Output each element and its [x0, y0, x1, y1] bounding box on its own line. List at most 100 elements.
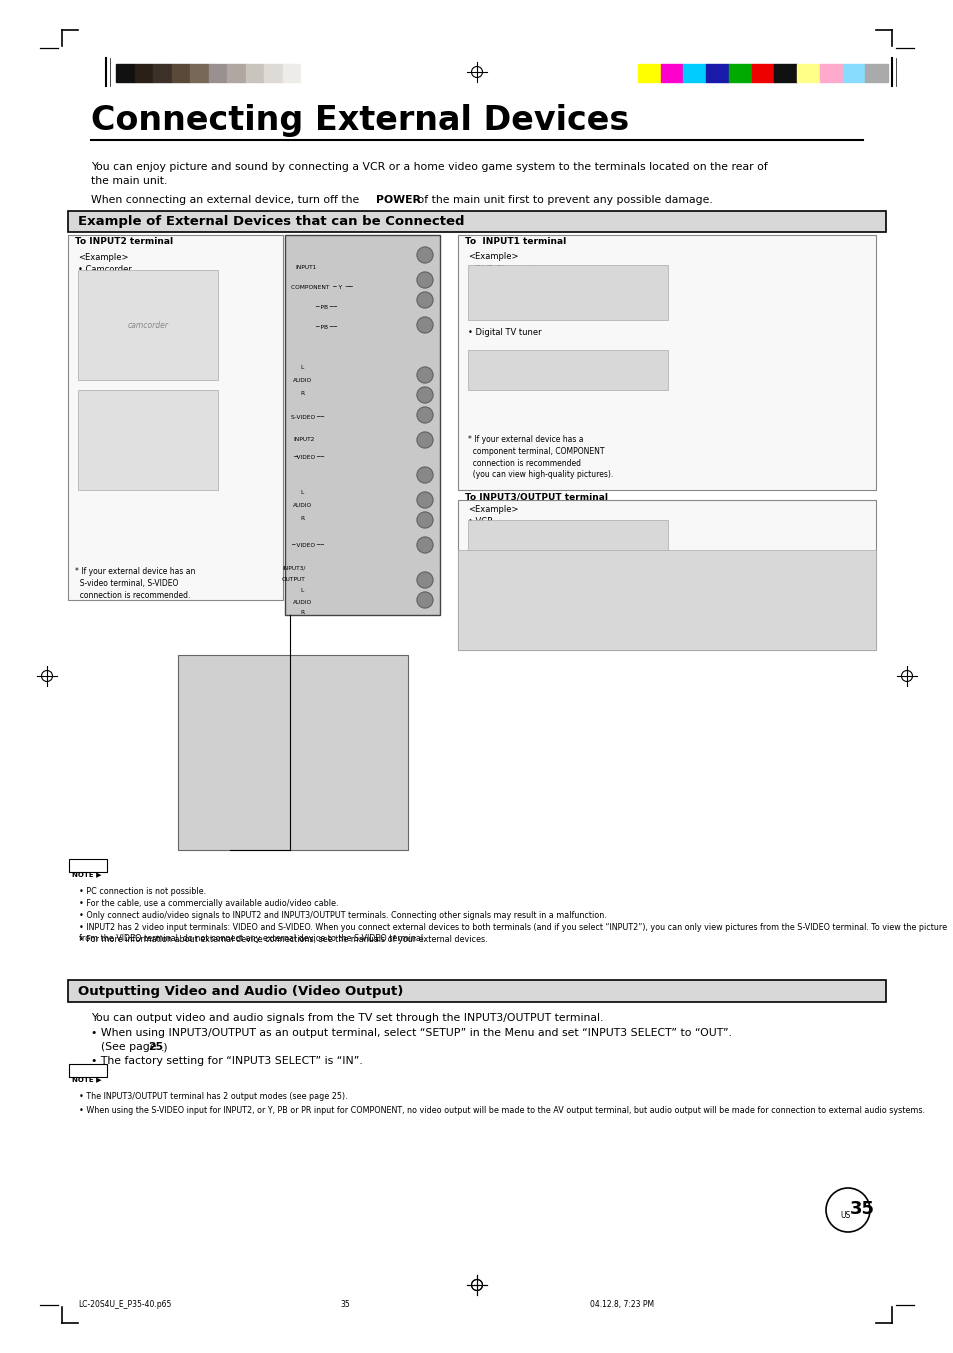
Bar	[457, 501, 875, 649]
Bar	[227, 64, 246, 83]
Bar	[468, 520, 667, 566]
Bar	[68, 980, 885, 1003]
Bar	[660, 64, 682, 83]
Bar	[69, 859, 107, 871]
Text: * If your external device has an
  S-video terminal, S-VIDEO
  connection is rec: * If your external device has an S-video…	[75, 567, 195, 599]
Text: 35: 35	[849, 1200, 874, 1218]
Text: You can enjoy picture and sound by connecting a VCR or a home video game system : You can enjoy picture and sound by conne…	[91, 162, 767, 185]
Text: INPUT1: INPUT1	[294, 265, 315, 271]
Text: You can output video and audio signals from the TV set through the INPUT3/OUTPUT: You can output video and audio signals f…	[91, 1013, 602, 1023]
Text: When connecting an external device, turn off the: When connecting an external device, turn…	[91, 195, 362, 206]
Bar	[68, 235, 283, 599]
Text: R: R	[299, 610, 304, 616]
Text: INPUT2: INPUT2	[293, 437, 314, 442]
Text: L: L	[299, 365, 303, 369]
Text: • Only connect audio/video signals to INPUT2 and INPUT3/OUTPUT terminals. Connec: • Only connect audio/video signals to IN…	[79, 911, 606, 920]
Circle shape	[416, 593, 433, 607]
Bar	[774, 64, 797, 83]
Bar	[638, 64, 660, 83]
Text: NOTE ▶: NOTE ▶	[71, 871, 101, 877]
Text: • When using the S-VIDEO input for INPUT2, or Y, PB or PR input for COMPONENT, n: • When using the S-VIDEO input for INPUT…	[79, 1105, 924, 1115]
Text: <Example>
• Camcorder
• Home video game system: <Example> • Camcorder • Home video game …	[78, 253, 195, 287]
Text: • For more information about external device connections, see the manuals of you: • For more information about external de…	[79, 935, 487, 944]
Text: POWER: POWER	[375, 195, 420, 206]
Text: <Example>
• DVD Player, etc.: <Example> • DVD Player, etc.	[468, 252, 543, 273]
Text: AUDIO: AUDIO	[293, 503, 312, 507]
Bar	[78, 271, 218, 380]
Bar	[190, 64, 209, 83]
Bar	[468, 265, 667, 321]
Text: Example of External Devices that can be Connected: Example of External Devices that can be …	[78, 215, 464, 229]
Text: • Audio amplifier: • Audio amplifier	[468, 574, 539, 582]
Text: R: R	[299, 515, 304, 521]
Text: To  INPUT1 terminal: To INPUT1 terminal	[464, 237, 566, 246]
Bar	[152, 64, 172, 83]
Text: ─ PB ──: ─ PB ──	[314, 325, 336, 330]
Text: ─ PB ──: ─ PB ──	[314, 304, 336, 310]
Circle shape	[416, 367, 433, 383]
Circle shape	[416, 317, 433, 333]
Bar	[705, 64, 728, 83]
Circle shape	[416, 432, 433, 448]
Text: NOTE ▶: NOTE ▶	[71, 1076, 101, 1082]
Text: 35: 35	[339, 1300, 350, 1308]
Circle shape	[416, 272, 433, 288]
Bar	[246, 64, 264, 83]
Text: • The INPUT3/OUTPUT terminal has 2 output modes (see page 25).: • The INPUT3/OUTPUT terminal has 2 outpu…	[79, 1092, 347, 1101]
Bar	[172, 64, 190, 83]
Text: • The factory setting for “INPUT3 SELECT” is “IN”.: • The factory setting for “INPUT3 SELECT…	[91, 1055, 362, 1066]
Bar	[301, 64, 319, 83]
Bar	[457, 235, 875, 490]
Bar	[819, 64, 841, 83]
Text: of the main unit first to prevent any possible damage.: of the main unit first to prevent any po…	[414, 195, 712, 206]
Text: INPUT3/: INPUT3/	[282, 566, 305, 570]
Bar	[457, 551, 875, 649]
Text: L: L	[299, 490, 303, 495]
Bar	[116, 64, 134, 83]
Bar	[728, 64, 751, 83]
Text: US: US	[840, 1211, 849, 1219]
Bar	[134, 64, 152, 83]
Bar	[209, 64, 227, 83]
Bar	[468, 350, 667, 390]
Bar	[682, 64, 705, 83]
Text: OUTPUT: OUTPUT	[282, 576, 305, 582]
Text: • For the cable, use a commercially available audio/video cable.: • For the cable, use a commercially avai…	[79, 898, 338, 908]
Text: R: R	[299, 391, 304, 396]
Circle shape	[416, 467, 433, 483]
Text: AUDIO: AUDIO	[293, 599, 312, 605]
Bar	[264, 64, 283, 83]
Text: L: L	[299, 589, 303, 593]
Bar	[69, 1063, 107, 1077]
Bar	[178, 655, 408, 850]
Bar	[841, 64, 864, 83]
Text: COMPONENT  ─ Y  ──: COMPONENT ─ Y ──	[291, 285, 353, 290]
Text: To INPUT3/OUTPUT terminal: To INPUT3/OUTPUT terminal	[464, 492, 607, 502]
Text: • INPUT2 has 2 video input terminals: VIDEO and S-VIDEO. When you connect extern: • INPUT2 has 2 video input terminals: VI…	[79, 923, 946, 943]
Text: ─ VIDEO ──: ─ VIDEO ──	[291, 543, 323, 548]
Bar	[68, 211, 885, 231]
Circle shape	[416, 511, 433, 528]
Text: Outputting Video and Audio (Video Output): Outputting Video and Audio (Video Output…	[78, 985, 403, 997]
Circle shape	[416, 572, 433, 589]
Text: 25: 25	[148, 1042, 163, 1053]
Text: LC-20S4U_E_P35-40.p65: LC-20S4U_E_P35-40.p65	[78, 1300, 172, 1308]
Bar	[864, 64, 887, 83]
Text: * If your external device has a
  component terminal, COMPONENT
  connection is : * If your external device has a componen…	[468, 436, 613, 479]
Circle shape	[416, 292, 433, 308]
Circle shape	[416, 407, 433, 423]
Bar	[751, 64, 774, 83]
Text: S-VIDEO ──: S-VIDEO ──	[291, 415, 324, 419]
Text: AUDIO: AUDIO	[293, 377, 312, 383]
Bar	[285, 235, 439, 616]
Text: • PC connection is not possible.: • PC connection is not possible.	[79, 888, 206, 896]
Bar	[797, 64, 819, 83]
Text: .): .)	[161, 1042, 169, 1053]
Circle shape	[416, 492, 433, 507]
Text: camcorder: camcorder	[128, 321, 169, 330]
Circle shape	[416, 537, 433, 553]
Text: • When using INPUT3/OUTPUT as an output terminal, select “SETUP” in the Menu and: • When using INPUT3/OUTPUT as an output …	[91, 1028, 731, 1038]
Text: • Digital TV tuner: • Digital TV tuner	[468, 327, 541, 337]
Bar	[78, 390, 218, 490]
Circle shape	[416, 248, 433, 262]
